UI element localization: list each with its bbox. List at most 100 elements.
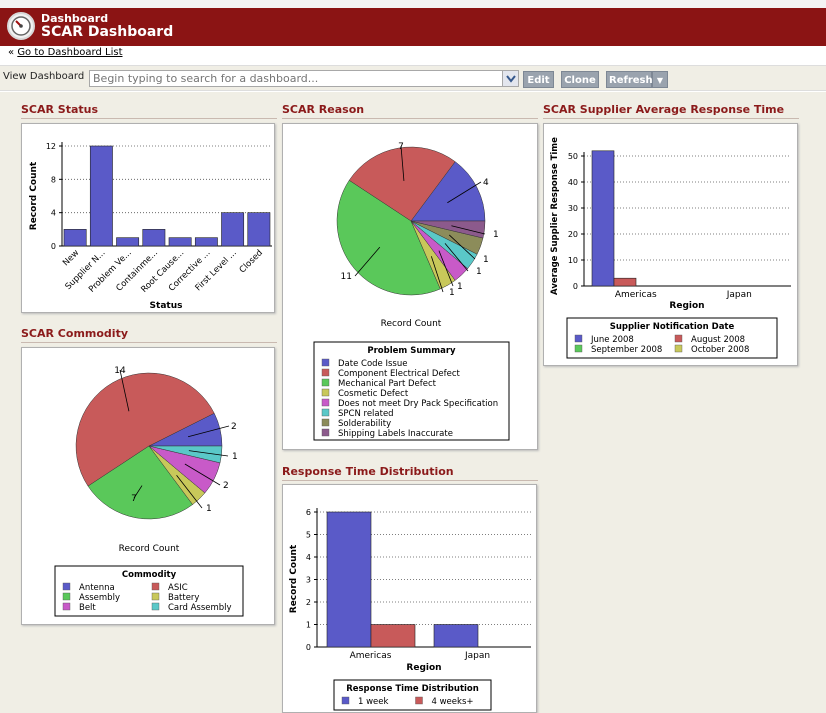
commodity-leader-line bbox=[184, 463, 221, 486]
reason-legend-label: Solderability bbox=[338, 419, 391, 429]
reason-legend-swatch bbox=[321, 428, 330, 437]
commodity-legend-swatch bbox=[151, 592, 160, 601]
supplier-x-axis-label: Region bbox=[669, 301, 704, 311]
reason-legend-label: Component Electrical Defect bbox=[338, 369, 460, 379]
commodity-legend-label: ASIC bbox=[168, 583, 188, 593]
distribution-tick-label: 6 bbox=[306, 508, 311, 517]
distribution-tick-label: 1 bbox=[306, 621, 311, 630]
edit-button[interactable]: Edit bbox=[523, 71, 554, 88]
commodity-leader-line bbox=[187, 425, 230, 438]
reason-legend-label: Shipping Labels Inaccurate bbox=[338, 429, 453, 439]
commodity-legend-swatch bbox=[151, 602, 160, 611]
status-bar bbox=[89, 145, 113, 247]
supplier-tick-label: 30 bbox=[568, 204, 578, 213]
reason-slice bbox=[410, 161, 486, 222]
distribution-bar bbox=[370, 624, 416, 648]
supplier-legend-box bbox=[566, 317, 778, 359]
commodity-value-label: 2 bbox=[231, 422, 237, 432]
reason-value-label: 4 bbox=[483, 178, 489, 188]
page-title: SCAR Dashboard bbox=[41, 24, 174, 40]
status-bar bbox=[168, 237, 192, 247]
commodity-legend-swatch bbox=[62, 602, 71, 611]
reason-legend-label: SPCN related bbox=[338, 409, 394, 419]
commodity-legend-label: Belt bbox=[79, 603, 96, 613]
commodity-legend-box bbox=[54, 565, 244, 617]
commodity-value-label: 1 bbox=[232, 452, 238, 462]
distribution-tick-label: 5 bbox=[306, 531, 311, 540]
top-strip bbox=[0, 0, 826, 8]
reason-legend-swatch bbox=[321, 408, 330, 417]
distribution-tick-label: 4 bbox=[306, 553, 311, 562]
reason-legend-label: Mechanical Part Defect bbox=[338, 379, 437, 389]
view-dashboard-label: View Dashboard bbox=[3, 71, 85, 82]
commodity-value-label: 7 bbox=[131, 494, 137, 504]
distribution-panel-title: Response Time Distribution bbox=[282, 465, 538, 481]
supplier-y-axis-label: Average Supplier Response Time bbox=[550, 137, 560, 295]
commodity-value-label: 14 bbox=[114, 366, 126, 376]
reason-value-label: 1 bbox=[476, 267, 482, 277]
supplier-tick-label: 40 bbox=[568, 178, 578, 187]
distribution-bar bbox=[326, 511, 372, 648]
supplier-tick-label: 0 bbox=[573, 282, 578, 291]
reason-value-label: 1 bbox=[483, 255, 489, 265]
supplier-bar bbox=[613, 277, 637, 287]
commodity-legend-label: Card Assembly bbox=[168, 603, 232, 613]
status-bar bbox=[247, 212, 271, 247]
reason-legend-swatch bbox=[321, 378, 330, 387]
supplier-legend-label: August 2008 bbox=[691, 335, 745, 345]
status-category-label: New bbox=[61, 248, 81, 268]
supplier-category-label: Japan bbox=[726, 290, 752, 300]
supplier-bar bbox=[591, 150, 615, 287]
reason-slice bbox=[348, 146, 456, 222]
supplier-legend-label: September 2008 bbox=[591, 345, 662, 355]
reason-legend-swatch bbox=[321, 358, 330, 367]
supplier-legend-label: June 2008 bbox=[590, 335, 634, 345]
toolbar: View Dashboard Edit Clone Refresh ▼ bbox=[0, 65, 826, 91]
reason-chart-panel[interactable]: 4 7 11 1 1 1 1 1 Record Count Problem Summary Date… bbox=[282, 123, 538, 450]
clone-button[interactable]: Clone bbox=[561, 71, 599, 88]
back-link[interactable]: « Go to Dashboard List bbox=[8, 47, 123, 58]
supplier-chart-panel[interactable]: 0 10 20 30 40 50 Americas Japan Average Supplier… bbox=[543, 123, 798, 366]
reason-leader-line bbox=[354, 246, 381, 277]
refresh-menu-button[interactable]: ▼ bbox=[652, 71, 668, 88]
status-y-axis-label: Record Count bbox=[29, 161, 39, 230]
distribution-tick-label: 2 bbox=[306, 598, 311, 607]
dashboard-search-input[interactable] bbox=[89, 70, 519, 87]
back-link-label[interactable]: Go to Dashboard List bbox=[17, 47, 123, 58]
distribution-category-label: Americas bbox=[350, 651, 392, 661]
distribution-legend-swatch bbox=[341, 696, 350, 705]
search-dropdown-button[interactable] bbox=[502, 71, 518, 86]
commodity-leader-line bbox=[188, 450, 229, 457]
commodity-chart-panel[interactable]: 2 14 7 1 2 1 Record Count Commodity Antenna ASIC A… bbox=[21, 347, 275, 625]
back-arrow-icon: « bbox=[8, 47, 15, 58]
reason-legend-swatch bbox=[321, 368, 330, 377]
status-tick-label: 4 bbox=[51, 209, 56, 218]
status-chart-panel[interactable]: 0 4 8 12 New Supplier N... Problem Ve... Contai… bbox=[21, 123, 275, 313]
commodity-leader-line bbox=[119, 369, 130, 412]
reason-leader-line bbox=[447, 181, 482, 204]
reason-value-label: 11 bbox=[341, 272, 352, 282]
distribution-legend-label: 4 weeks+ bbox=[432, 697, 474, 707]
distribution-bar bbox=[433, 624, 479, 648]
chevron-down-icon bbox=[506, 75, 516, 83]
refresh-button[interactable]: Refresh bbox=[606, 71, 653, 88]
reason-legend-label: Does not meet Dry Pack Specification bbox=[338, 399, 498, 409]
reason-leader-line bbox=[400, 145, 405, 181]
commodity-legend-swatch bbox=[151, 582, 160, 591]
reason-legend-title: Problem Summary bbox=[367, 346, 456, 356]
status-tick-label: 0 bbox=[51, 242, 56, 251]
dashboard-logo-icon bbox=[7, 12, 35, 40]
reason-value-label: 1 bbox=[493, 230, 499, 240]
reason-legend-box bbox=[313, 341, 510, 441]
reason-leader-line bbox=[448, 234, 476, 260]
distribution-chart-panel[interactable]: 0 1 2 3 4 5 6 Americas Japan Record Count Region Re… bbox=[282, 484, 537, 713]
commodity-leader-line bbox=[176, 474, 203, 509]
distribution-tick-label: 0 bbox=[306, 643, 311, 652]
supplier-tick-label: 50 bbox=[568, 152, 578, 161]
distribution-legend-label: 1 week bbox=[358, 697, 389, 707]
reason-legend-label: Cosmetic Defect bbox=[338, 389, 409, 399]
supplier-legend-label: October 2008 bbox=[691, 345, 749, 355]
status-bar bbox=[63, 229, 87, 247]
supplier-legend-swatch bbox=[674, 344, 683, 353]
